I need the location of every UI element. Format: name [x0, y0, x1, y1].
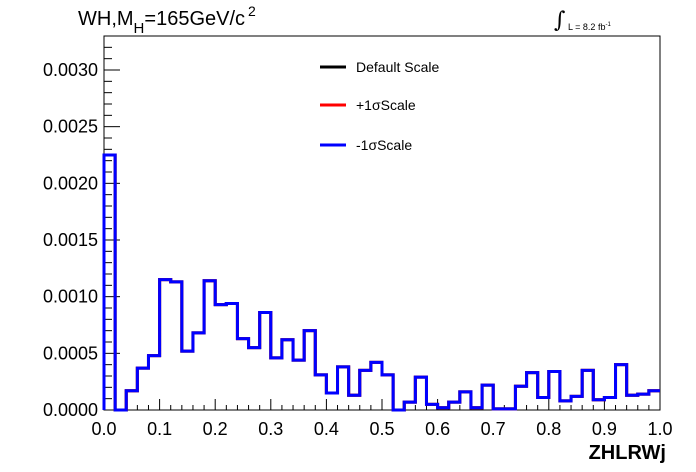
x-tick-label: 0.3	[258, 419, 283, 439]
y-tick-label: 0.0005	[43, 343, 98, 363]
x-tick-label: 0.7	[481, 419, 506, 439]
y-axis: 0.0000 0.0005 0.0010 0.0015 0.0020 0.0025 0.00…	[43, 35, 120, 420]
title-superscript: 2	[248, 3, 256, 19]
x-tick-label: 1.0	[647, 419, 672, 439]
x-tick-label: 0.0	[91, 419, 116, 439]
x-tick-label: 0.8	[536, 419, 561, 439]
x-tick-label: 0.1	[147, 419, 172, 439]
y-tick-label: 0.0010	[43, 287, 98, 307]
legend-label-2: -1σScale	[356, 137, 412, 153]
y-tick-label: 0.0030	[43, 60, 98, 80]
legend-label-0: Default Scale	[356, 59, 439, 75]
series-2-histogram	[102, 153, 660, 412]
y-tick-label: 0.0025	[43, 117, 98, 137]
y-tick-label: 0.0000	[43, 400, 98, 420]
x-tick-label: 0.9	[592, 419, 617, 439]
x-tick-label: 0.6	[425, 419, 450, 439]
legend-label-1: +1σScale	[356, 97, 416, 113]
title-suffix: =165GeV/c	[144, 8, 246, 30]
x-tick-label: 0.2	[203, 419, 228, 439]
integral-symbol: ∫	[554, 8, 566, 33]
title-subscript: H	[133, 20, 145, 37]
series-layer	[102, 153, 660, 412]
title-prefix: WH,M	[78, 8, 134, 30]
x-axis: 0.0 0.1 0.2 0.3 0.4 0.5 0.6 0.7 0.8 0.9 1.0	[91, 399, 673, 439]
y-tick-label: 0.0020	[43, 173, 98, 193]
x-tick-label: 0.5	[369, 419, 394, 439]
y-tick-label: 0.0015	[43, 230, 98, 250]
x-axis-label: ZHLRWj	[588, 442, 666, 464]
luminosity-superscript: -1	[605, 22, 611, 28]
x-tick-label: 0.4	[314, 419, 339, 439]
plot-frame	[103, 35, 661, 411]
legend: Default Scale +1σScale -1σScale	[320, 59, 439, 153]
chart-title: WH,MH=165GeV/c 2	[78, 3, 256, 37]
luminosity-text: L = 8.2 fb	[568, 22, 606, 32]
